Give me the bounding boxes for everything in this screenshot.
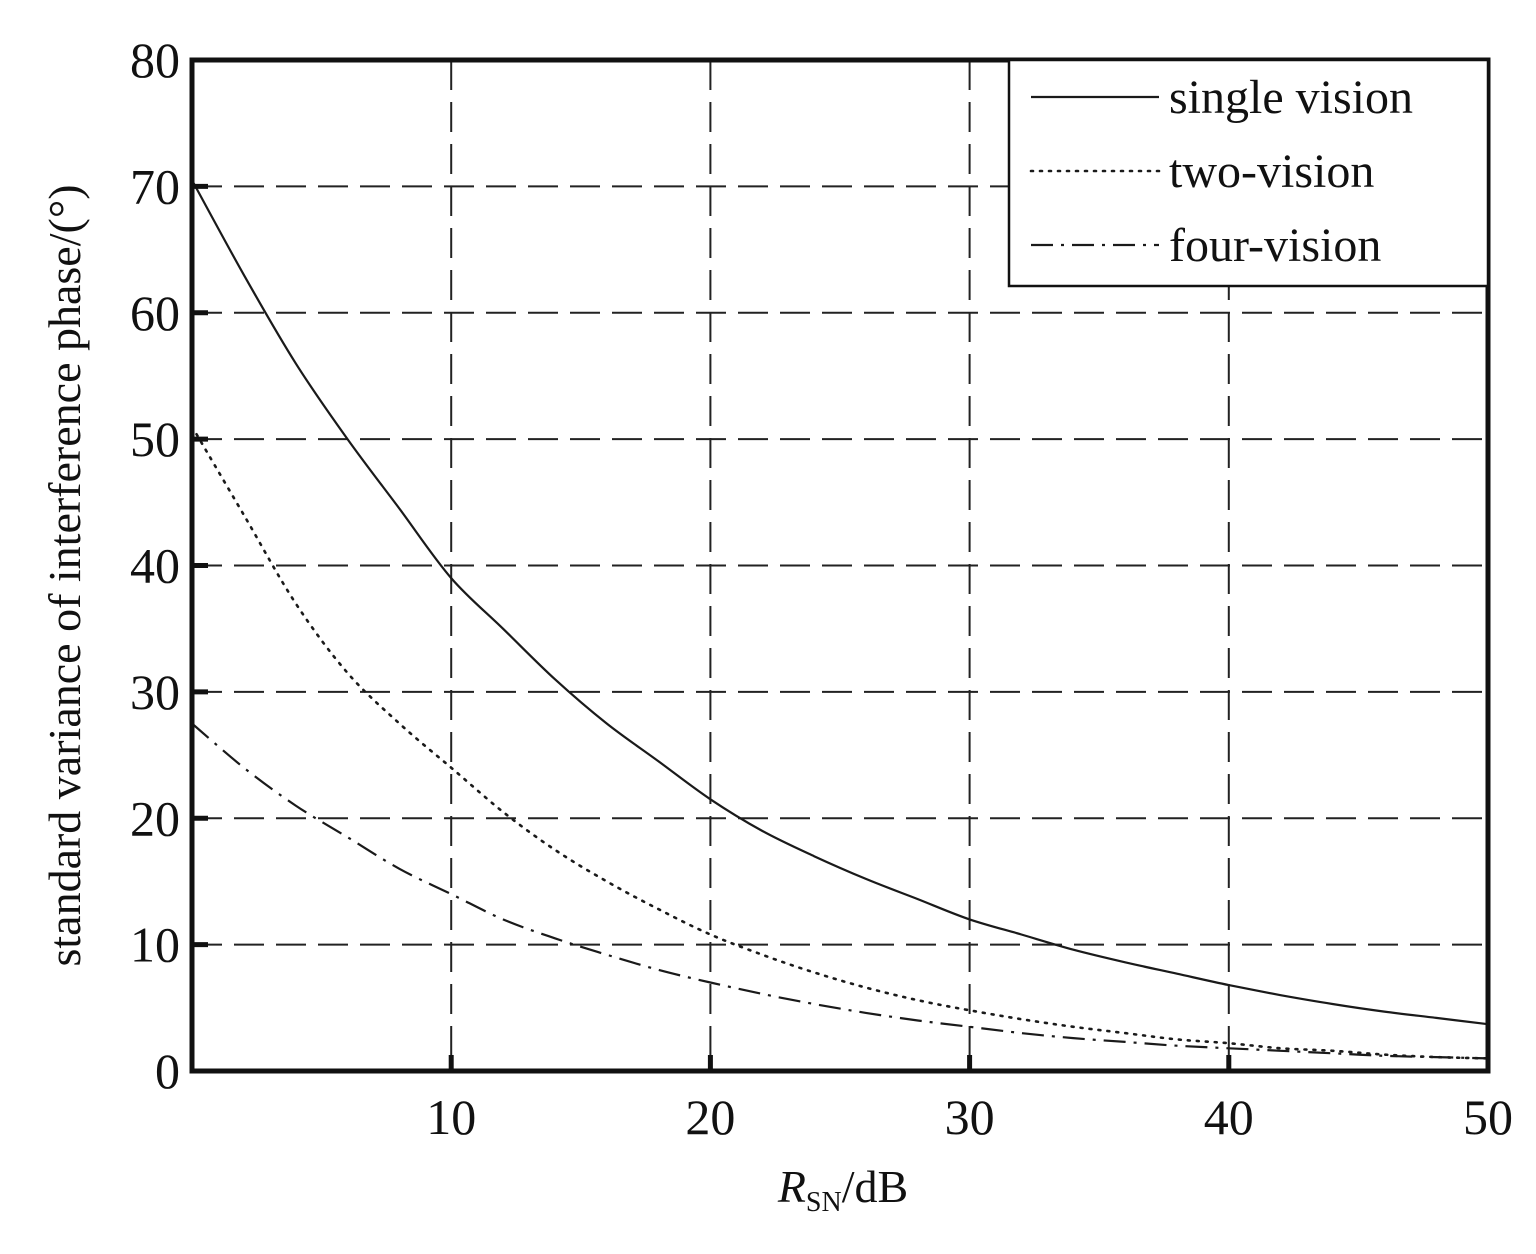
x-axis-title-unit: /dB xyxy=(842,1161,908,1212)
x-axis-title-main: R xyxy=(777,1161,806,1212)
x-tick-label: 50 xyxy=(1463,1089,1513,1145)
plot-series xyxy=(190,179,1490,1060)
series-line-single-vision xyxy=(191,179,1489,1026)
legend-entries: single vision two-vision four-vision xyxy=(1029,71,1413,272)
legend-label-two-vision: two-vision xyxy=(1169,145,1374,198)
x-axis-title-sub: SN xyxy=(806,1187,842,1218)
y-tick-label: 20 xyxy=(130,790,180,846)
y-tick-label: 70 xyxy=(130,158,180,214)
legend-label-four-vision: four-vision xyxy=(1169,219,1381,272)
series-line-four-vision xyxy=(191,722,1489,1060)
axis-ticks: 10 20 30 40 50 0 10 20 30 40 50 60 70 80 xyxy=(130,32,1513,1145)
x-tick-label: 20 xyxy=(685,1089,735,1145)
y-axis-title: standard variance of interference phase/… xyxy=(39,184,90,966)
x-tick-label: 10 xyxy=(426,1089,476,1145)
y-tick-label: 30 xyxy=(130,664,180,720)
legend: single vision two-vision four-vision xyxy=(1007,58,1490,288)
x-tick-label: 30 xyxy=(945,1089,995,1145)
x-axis-title: RSN/dB xyxy=(777,1161,908,1218)
y-tick-label: 50 xyxy=(130,411,180,467)
y-tick-label: 60 xyxy=(130,285,180,341)
x-tick-label: 40 xyxy=(1204,1089,1254,1145)
y-tick-label: 80 xyxy=(130,32,180,88)
y-tick-label: 10 xyxy=(130,917,180,973)
legend-label-single-vision: single vision xyxy=(1169,71,1413,124)
y-tick-label: 40 xyxy=(130,538,180,594)
y-tick-label: 0 xyxy=(155,1043,180,1099)
